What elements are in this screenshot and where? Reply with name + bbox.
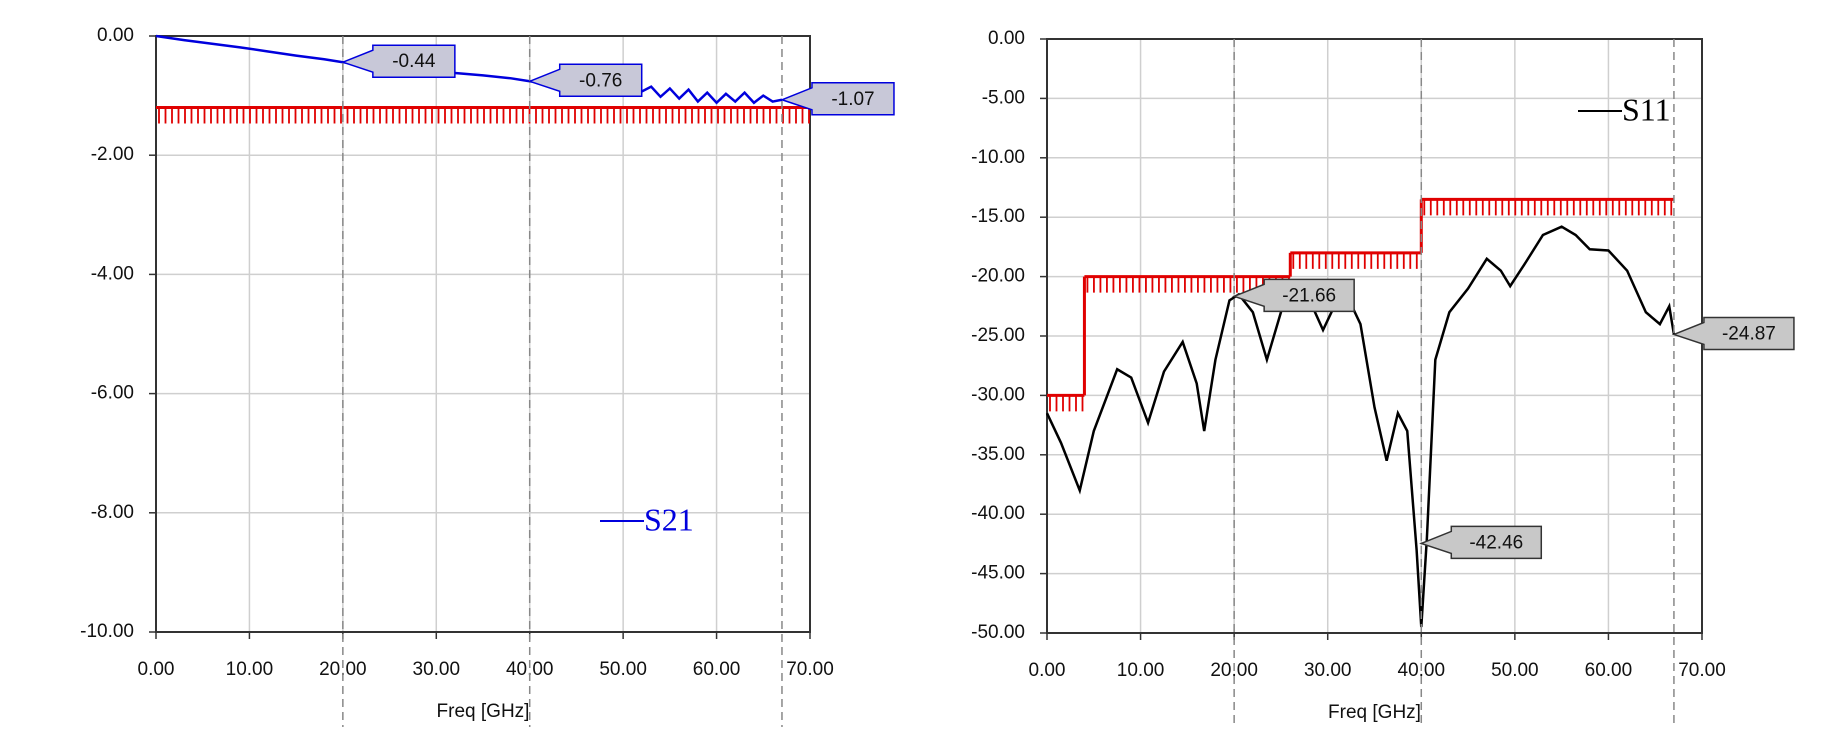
limit-hatch — [158, 107, 810, 124]
marker-label: -1.07 — [831, 89, 874, 110]
legend-label: S21 — [644, 501, 694, 537]
marker-callout — [527, 63, 643, 98]
y-tick-label: -10.00 — [971, 147, 1025, 168]
x-tick-label: 60.00 — [1585, 660, 1633, 681]
marker-label: -0.76 — [579, 70, 622, 91]
marker-callout — [340, 44, 456, 78]
y-tick-label: -20.00 — [971, 266, 1025, 287]
series-line — [1045, 225, 1676, 628]
x-tick-label: 50.00 — [1491, 660, 1539, 681]
y-tick-label: -8.00 — [91, 502, 134, 523]
x-tick-label: 20.00 — [319, 659, 367, 680]
x-tick-label: 70.00 — [1678, 660, 1726, 681]
limit-hatch — [1423, 199, 1673, 216]
x-tick-label: 70.00 — [786, 659, 834, 680]
y-tick-label: -25.00 — [971, 325, 1025, 346]
x-tick-label: 40.00 — [506, 659, 554, 680]
x-tick-label: 10.00 — [226, 659, 274, 680]
x-tick-label: 0.00 — [1029, 660, 1066, 681]
limit-hatch — [1292, 252, 1418, 269]
x-tick-label: 30.00 — [413, 659, 461, 680]
y-tick-label: -4.00 — [91, 263, 134, 284]
x-axis-label: Freq [GHz] — [437, 701, 530, 722]
y-tick-label: 0.00 — [988, 28, 1025, 49]
y-tick-label: -6.00 — [91, 383, 134, 404]
y-tick-label: -15.00 — [971, 206, 1025, 227]
marker-callout — [779, 82, 895, 116]
x-tick-label: 60.00 — [693, 659, 741, 680]
plot-frame — [155, 35, 811, 633]
x-tick-label: 50.00 — [599, 659, 647, 680]
y-tick-label: -30.00 — [971, 384, 1025, 405]
marker-label: -24.87 — [1722, 323, 1776, 344]
x-axis-label: Freq [GHz] — [1328, 702, 1421, 723]
y-tick-label: -40.00 — [971, 503, 1025, 524]
x-tick-label: 10.00 — [1117, 660, 1165, 681]
y-tick-label: -45.00 — [971, 563, 1025, 584]
y-tick-label: -50.00 — [971, 622, 1025, 643]
marker-label: -21.66 — [1282, 285, 1336, 306]
marker-label: -0.44 — [392, 51, 436, 72]
marker-callout — [1671, 316, 1795, 351]
marker-label: -42.46 — [1469, 532, 1523, 553]
marker-callout — [1419, 525, 1543, 560]
limit-hatch — [1049, 395, 1084, 412]
y-tick-label: -5.00 — [982, 87, 1025, 108]
y-tick-label: -2.00 — [91, 144, 134, 165]
y-tick-label: -35.00 — [971, 444, 1025, 465]
x-tick-label: 30.00 — [1304, 660, 1352, 681]
legend-label: S11 — [1622, 91, 1671, 127]
x-tick-label: 0.00 — [138, 659, 175, 680]
y-tick-label: 0.00 — [97, 25, 134, 46]
y-tick-label: -10.00 — [80, 621, 134, 642]
marker-callout — [1231, 278, 1355, 313]
